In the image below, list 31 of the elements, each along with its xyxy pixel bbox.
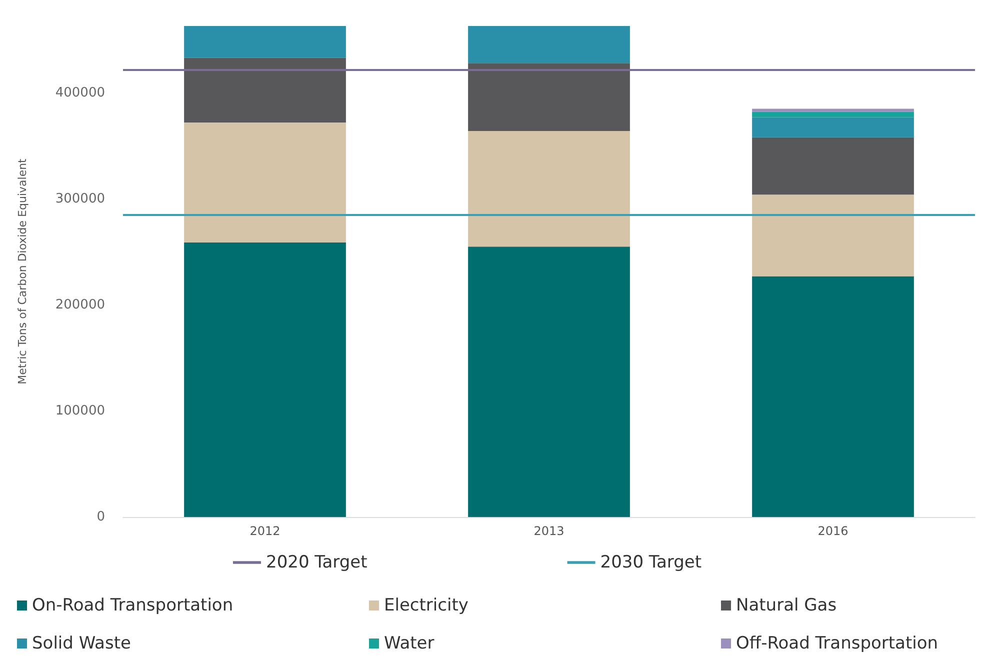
- x-tick-label: 2016: [818, 524, 848, 538]
- bar: [752, 137, 914, 195]
- bar: [752, 108, 914, 112]
- bar: [184, 122, 346, 242]
- legend-label: Solid Waste: [32, 634, 131, 654]
- y-tick-label: 200000: [55, 297, 105, 312]
- bar: [184, 58, 346, 123]
- bar: [752, 194, 914, 276]
- legend-label: Off-Road Transportation: [736, 634, 938, 654]
- bar: [752, 112, 914, 118]
- bar: [468, 26, 630, 64]
- y-tick-label: 100000: [55, 403, 105, 418]
- bar: [468, 63, 630, 131]
- x-tick-label: 2012: [250, 524, 280, 538]
- legend-label: 2030 Target: [600, 552, 702, 572]
- x-tick-label: 2013: [534, 524, 564, 538]
- bar: [184, 26, 346, 58]
- bar: [468, 246, 630, 517]
- bar: [752, 117, 914, 138]
- y-tick-label: 300000: [55, 191, 105, 206]
- legend-label: Natural Gas: [736, 596, 837, 616]
- bar: [752, 276, 914, 517]
- legend-label: On-Road Transportation: [32, 596, 234, 616]
- bar: [468, 130, 630, 247]
- bar: [184, 242, 346, 517]
- legend-label: Water: [384, 634, 434, 654]
- legend-label: Electricity: [384, 596, 468, 616]
- y-tick-label: 400000: [55, 85, 105, 100]
- y-axis-title: Metric Tons of Carbon Dioxide Equivalent: [16, 158, 29, 384]
- y-tick-label: 0: [96, 510, 105, 524]
- legend-label: 2020 Target: [266, 552, 368, 572]
